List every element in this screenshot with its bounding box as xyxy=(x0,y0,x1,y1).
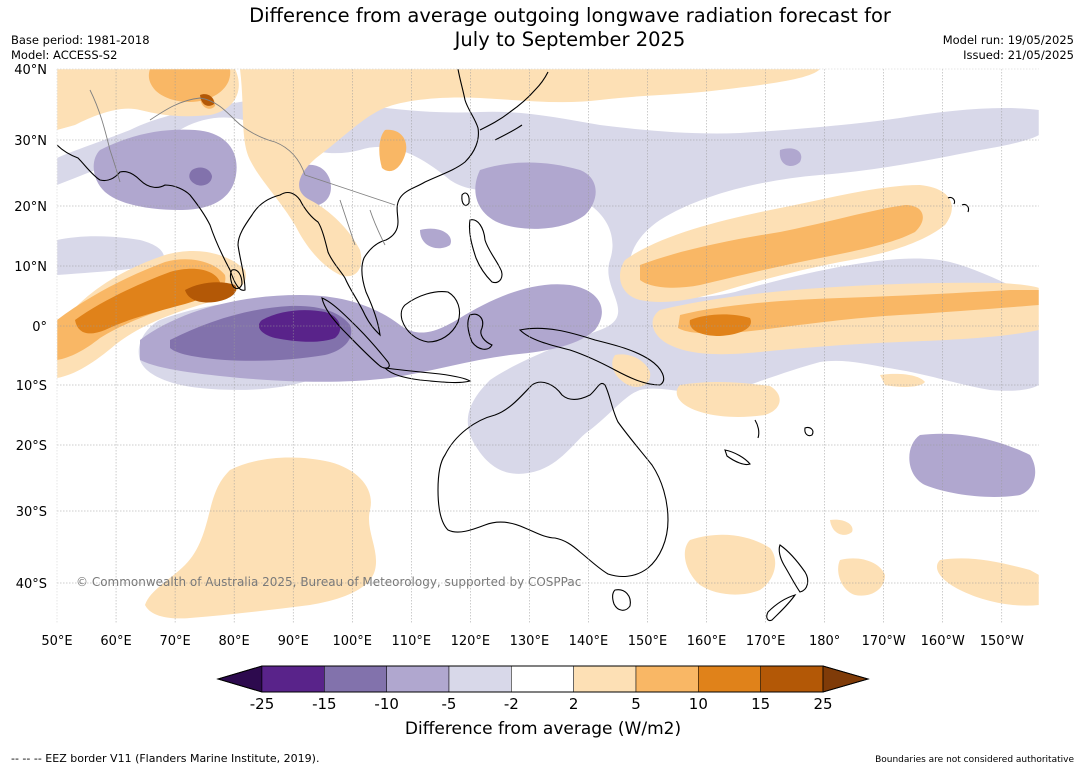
latitude-label: 30°N xyxy=(14,134,47,149)
base-period: Base period: 1981-2018 xyxy=(11,33,150,47)
colorbar-segment xyxy=(698,665,761,693)
boundary-disclaimer: Boundaries are not considered authoritat… xyxy=(875,755,1074,765)
sulawesi-outline xyxy=(467,313,493,350)
australia-outline xyxy=(437,381,669,578)
run-info: Model run: 19/05/2025 Issued: 21/05/2025 xyxy=(943,33,1074,63)
vanuatu-outline xyxy=(754,419,760,439)
anomaly-band-medium-negative xyxy=(93,129,1036,497)
colorbar-segment xyxy=(760,665,824,693)
longitude-label: 120°E xyxy=(451,634,491,649)
latitude-label: 0° xyxy=(32,320,47,335)
colorbar-segment xyxy=(448,665,512,693)
longitude-label: 90°E xyxy=(278,634,309,649)
longitude-label: 130°E xyxy=(510,634,550,649)
map-title-line1: Difference from average outgoing longwav… xyxy=(249,4,891,27)
border-indochina xyxy=(339,199,386,246)
colorbar-segment xyxy=(324,665,387,693)
longitude-label: 150°W xyxy=(980,634,1024,649)
eez-legend: -- -- -- EEZ border V11 (Flanders Marine… xyxy=(11,752,320,765)
longitude-label: 60°E xyxy=(100,634,131,649)
colorbar-extend-low xyxy=(216,665,263,693)
colorbar-tick-label: -2 xyxy=(504,695,519,713)
model-info: Base period: 1981-2018 Model: ACCESS-S2 xyxy=(11,33,150,63)
longitude-label: 80°E xyxy=(219,634,250,649)
colorbar-segment xyxy=(386,665,450,693)
border-iran-pakistan xyxy=(89,89,121,183)
border-india-north xyxy=(149,97,306,176)
longitude-label: 150°E xyxy=(628,634,668,649)
longitude-label: 100°E xyxy=(332,634,372,649)
longitude-labels: 50°E 60°E 70°E 80°E 90°E 100°E 110°E 120°E 130°E… xyxy=(41,634,1024,649)
colorbar-tick-label: 5 xyxy=(631,695,641,713)
model-name: Model: ACCESS-S2 xyxy=(11,48,118,62)
java-outline xyxy=(383,367,472,384)
latitude-labels: 40°N 30°N 20°N 10°N 0° 10°S 20°S 30°S 40°S xyxy=(14,63,47,592)
sumatra-outline xyxy=(321,297,390,369)
copyright-notice: © Commonwealth of Australia 2025, Bureau… xyxy=(76,575,581,589)
colorbar-tick-label: 2 xyxy=(569,695,579,713)
sri-lanka-outline xyxy=(229,269,243,290)
model-run: Model run: 19/05/2025 xyxy=(942,33,1074,47)
tasmania-outline xyxy=(612,589,631,611)
coastlines xyxy=(57,69,970,622)
asia-coastline xyxy=(57,69,479,337)
gridlines xyxy=(56,68,1039,623)
colorbar: -25 -15 -10 -5 -2 2 5 10 15 25 xyxy=(216,665,870,713)
latitude-label: 20°S xyxy=(16,439,47,454)
longitude-label: 170°E xyxy=(746,634,786,649)
colorbar-label: Difference from average (W/m2) xyxy=(404,719,682,739)
longitude-label: 140°E xyxy=(569,634,609,649)
longitude-label: 170°W xyxy=(862,634,906,649)
colorbar-tick-label: -15 xyxy=(312,695,337,713)
longitude-label: 70°E xyxy=(159,634,190,649)
map-panel: © Commonwealth of Australia 2025, Bureau… xyxy=(56,68,1040,624)
longitude-label: 160°E xyxy=(687,634,727,649)
latitude-label: 40°S xyxy=(16,577,47,592)
longitude-label: 110°E xyxy=(392,634,432,649)
new-zealand-outline xyxy=(766,544,809,622)
colorbar-tick-label: 10 xyxy=(689,695,708,713)
colorbar-tick-label: -10 xyxy=(374,695,399,713)
country-borders xyxy=(89,89,396,246)
anomaly-core-extreme-negative xyxy=(258,310,341,342)
latitude-label: 30°S xyxy=(16,505,47,520)
latitude-label: 20°N xyxy=(14,200,47,215)
anomaly-field xyxy=(57,69,1039,619)
issued-date: Issued: 21/05/2025 xyxy=(963,48,1074,62)
colorbar-tick-label: 15 xyxy=(751,695,770,713)
colorbar-tick-label: 25 xyxy=(813,695,832,713)
japan-outline xyxy=(479,71,549,141)
longitude-label: 50°E xyxy=(41,634,72,649)
colorbar-segment xyxy=(261,665,325,693)
colorbar-extend-high xyxy=(822,665,870,693)
colorbar-segment xyxy=(511,665,574,693)
colorbar-tick-label: -25 xyxy=(250,695,275,713)
colorbar-tick-label: -5 xyxy=(442,695,457,713)
longitude-label: 160°W xyxy=(921,634,965,649)
fiji-outline xyxy=(804,426,814,437)
latitude-label: 40°N xyxy=(14,63,47,78)
border-china-south xyxy=(304,174,396,206)
borneo-outline xyxy=(400,291,461,343)
longitude-label: 180° xyxy=(809,634,840,649)
latitude-label: 10°S xyxy=(16,379,47,394)
taiwan-outline xyxy=(461,192,470,206)
colorbar-outline xyxy=(216,665,870,693)
map-frame xyxy=(56,68,1040,624)
latitude-label: 10°N xyxy=(14,260,47,275)
map-title: Difference from average outgoing longwav… xyxy=(200,4,940,52)
map-title-line2: July to September 2025 xyxy=(454,28,686,51)
philippines-outline xyxy=(468,219,503,284)
colorbar-segment xyxy=(635,665,699,693)
anomaly-band-light-positive xyxy=(57,69,1039,619)
colorbar-segment xyxy=(573,665,637,693)
new-caledonia-outline xyxy=(724,449,751,466)
